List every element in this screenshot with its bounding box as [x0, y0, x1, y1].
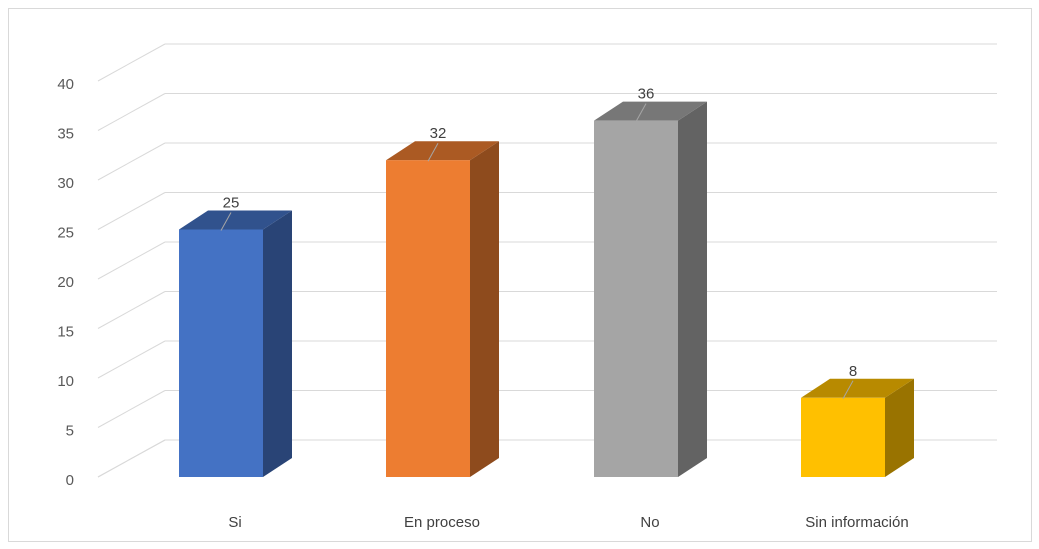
data-label-leader	[635, 103, 647, 122]
data-label: 25	[223, 195, 240, 212]
x-category-label: Sin información	[805, 514, 908, 531]
bar-top	[801, 378, 914, 398]
gridline-diagonal	[97, 43, 166, 82]
gridline-diagonal	[97, 192, 166, 230]
bar-side	[470, 141, 499, 477]
bar	[179, 229, 263, 477]
y-tick-label: 5	[66, 423, 74, 440]
y-tick-label: 0	[66, 472, 74, 489]
bar	[594, 120, 678, 477]
data-label-leader	[842, 380, 854, 400]
bar	[386, 160, 470, 477]
x-category-label: No	[640, 514, 659, 531]
bar-top	[594, 101, 707, 121]
y-tick-label: 35	[57, 126, 74, 143]
gridline-diagonal	[97, 291, 166, 329]
y-tick-label: 30	[57, 175, 74, 192]
gridline-diagonal	[97, 241, 166, 280]
data-label-leader	[427, 142, 439, 162]
y-tick-label: 15	[57, 324, 74, 341]
data-label: 36	[638, 86, 655, 103]
x-category-label: Si	[228, 514, 241, 531]
gridline-diagonal	[97, 340, 166, 379]
bar-side	[885, 378, 914, 477]
bar-side	[678, 101, 707, 477]
data-label: 8	[849, 363, 857, 380]
bar-side	[263, 210, 292, 477]
x-category-label: En proceso	[404, 514, 480, 531]
y-tick-label: 20	[57, 274, 74, 291]
floor-edge	[97, 439, 166, 478]
bar-top	[179, 210, 292, 230]
y-tick-label: 10	[57, 373, 74, 390]
data-label-leader	[220, 212, 232, 231]
y-tick-label: 25	[57, 225, 74, 242]
gridline-diagonal	[97, 390, 166, 428]
y-tick-label: 40	[57, 76, 74, 93]
gridline-diagonal	[97, 142, 166, 181]
gridline-diagonal	[97, 93, 166, 131]
bar-top	[386, 141, 499, 161]
bar	[801, 397, 885, 477]
data-label: 32	[430, 125, 447, 142]
